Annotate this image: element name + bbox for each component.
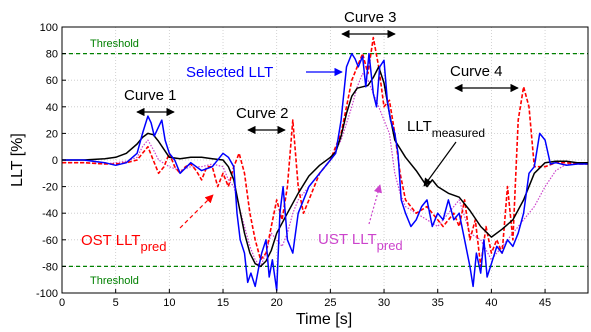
threshold-upper-label: Threshold — [90, 38, 139, 50]
y-tick-label: -40 — [42, 208, 58, 220]
curve2-annotation: Curve 2 — [236, 105, 289, 135]
ust-llt-label: UST LLTpred — [318, 231, 403, 253]
y-tick-label: 40 — [46, 102, 58, 114]
y-tick-label: 0 — [52, 155, 58, 167]
curve1-annotation: Curve 1 — [124, 87, 177, 117]
curve3-label: Curve 3 — [344, 9, 397, 26]
ust-llt-arrow — [368, 184, 382, 225]
llt-measured-sub: measured — [432, 126, 485, 140]
llt-measured-main: LLT — [407, 118, 432, 135]
threshold-lines — [62, 52, 588, 268]
x-tick-label: 0 — [59, 297, 65, 309]
x-tick-label: 35 — [432, 297, 444, 309]
tick-labels: 0 5 10 15 20 25 30 35 40 45 100 80 60 40 20 0 -20 -40 -60 -… — [36, 22, 551, 309]
curve1-label: Curve 1 — [124, 87, 177, 104]
curve4-label: Curve 4 — [450, 63, 503, 80]
x-tick-label: 40 — [485, 297, 497, 309]
ost-llt-sub: pred — [140, 239, 166, 254]
ticks — [61, 26, 546, 294]
x-tick-label: 15 — [217, 297, 229, 309]
curve3-annotation: Curve 3 — [341, 9, 397, 39]
series-line-selected-llt — [62, 52, 588, 292]
x-tick-label: 45 — [539, 297, 551, 309]
ost-llt-main: OST LLT — [81, 232, 140, 249]
ust-llt-main: UST LLT — [318, 231, 377, 248]
x-tick-label: 25 — [324, 297, 336, 309]
y-tick-label: 80 — [46, 49, 58, 61]
x-axis-title: Time [s] — [296, 311, 352, 328]
ost-llt-annotation: OST LLTpred — [81, 194, 214, 254]
selected-llt-label: Selected LLT — [186, 64, 273, 81]
y-tick-label: 60 — [46, 75, 58, 87]
y-tick-label: 20 — [46, 128, 58, 140]
x-tick-label: 30 — [378, 297, 390, 309]
series-line-ust-llt-pred — [62, 73, 588, 267]
ost-llt-label: OST LLTpred — [81, 232, 167, 254]
series-line-llt-measured — [62, 66, 588, 268]
y-axis-title: LLT [%] — [9, 133, 26, 187]
series-layer — [62, 36, 588, 292]
selected-llt-annotation: Selected LLT — [186, 64, 343, 81]
llt-measured-arrow — [423, 141, 457, 187]
ust-llt-annotation: UST LLTpred — [318, 184, 403, 253]
y-tick-label: 100 — [40, 22, 58, 34]
y-tick-label: -20 — [42, 182, 58, 194]
ost-llt-arrow — [179, 194, 214, 229]
y-tick-label: -60 — [42, 235, 58, 247]
y-tick-label: -100 — [36, 288, 58, 300]
y-tick-label: -80 — [42, 261, 58, 273]
curve4-annotation: Curve 4 — [450, 63, 519, 93]
x-tick-label: 20 — [271, 297, 283, 309]
llt-measured-label: LLTmeasured — [407, 118, 485, 140]
x-tick-label: 10 — [163, 297, 175, 309]
llt-measured-annotation: LLTmeasured — [407, 118, 485, 187]
curve2-label: Curve 2 — [236, 105, 289, 122]
ust-llt-sub: pred — [377, 238, 403, 253]
threshold-lower-label: Threshold — [90, 275, 139, 287]
x-tick-label: 5 — [113, 297, 119, 309]
